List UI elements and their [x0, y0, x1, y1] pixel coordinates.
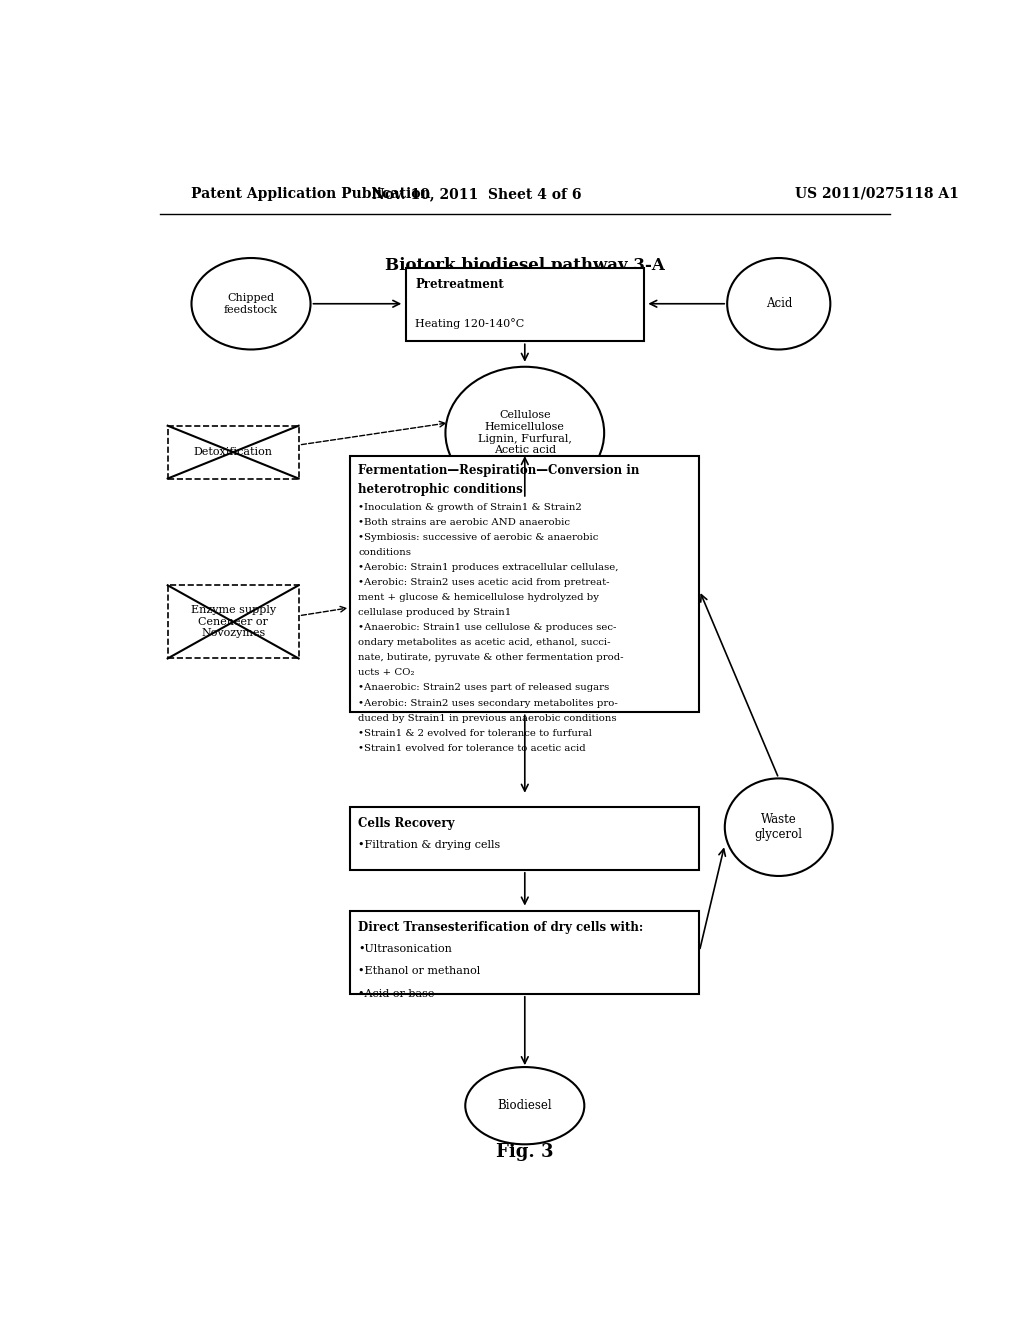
Text: Fig. 3: Fig. 3 — [496, 1143, 554, 1162]
Text: •Aerobic: Strain1 produces extracellular cellulase,: •Aerobic: Strain1 produces extracellular… — [358, 564, 618, 572]
Text: duced by Strain1 in previous anaerobic conditions: duced by Strain1 in previous anaerobic c… — [358, 714, 616, 722]
Text: nate, butirate, pyruvate & other fermentation prod-: nate, butirate, pyruvate & other ferment… — [358, 653, 624, 663]
Ellipse shape — [191, 257, 310, 350]
Text: •Ethanol or methanol: •Ethanol or methanol — [358, 966, 480, 977]
Text: •Both strains are aerobic AND anaerobic: •Both strains are aerobic AND anaerobic — [358, 517, 570, 527]
Text: •Anaerobic: Strain2 uses part of released sugars: •Anaerobic: Strain2 uses part of release… — [358, 684, 609, 693]
Ellipse shape — [465, 1067, 585, 1144]
Ellipse shape — [725, 779, 833, 876]
FancyBboxPatch shape — [406, 268, 644, 342]
Text: Fermentation—Respiration—Conversion in: Fermentation—Respiration—Conversion in — [358, 465, 640, 478]
Text: heterotrophic conditions: heterotrophic conditions — [358, 483, 523, 495]
Text: Acid: Acid — [766, 297, 792, 310]
Text: Pretreatment: Pretreatment — [416, 279, 504, 292]
FancyBboxPatch shape — [350, 911, 699, 994]
Text: •Aerobic: Strain2 uses secondary metabolites pro-: •Aerobic: Strain2 uses secondary metabol… — [358, 698, 617, 708]
Text: Chipped
feedstock: Chipped feedstock — [224, 293, 278, 314]
Text: •Strain1 & 2 evolved for tolerance to furfural: •Strain1 & 2 evolved for tolerance to fu… — [358, 729, 592, 738]
Text: ment + glucose & hemicellulose hydrolyzed by: ment + glucose & hemicellulose hydrolyze… — [358, 593, 599, 602]
Ellipse shape — [445, 367, 604, 499]
Text: •Filtration & drying cells: •Filtration & drying cells — [358, 841, 501, 850]
Text: •Acid or base: •Acid or base — [358, 989, 434, 999]
Text: Cells Recovery: Cells Recovery — [358, 817, 455, 830]
Text: Biotork biodiesel pathway 3-A: Biotork biodiesel pathway 3-A — [385, 256, 665, 273]
FancyBboxPatch shape — [350, 807, 699, 870]
FancyBboxPatch shape — [168, 426, 299, 479]
Text: •Aerobic: Strain2 uses acetic acid from pretreat-: •Aerobic: Strain2 uses acetic acid from … — [358, 578, 609, 587]
Text: Direct Transesterification of dry cells with:: Direct Transesterification of dry cells … — [358, 921, 643, 933]
Text: •Anaerobic: Strain1 use cellulose & produces sec-: •Anaerobic: Strain1 use cellulose & prod… — [358, 623, 616, 632]
Text: ondary metabolites as acetic acid, ethanol, succi-: ondary metabolites as acetic acid, ethan… — [358, 639, 610, 647]
Text: US 2011/0275118 A1: US 2011/0275118 A1 — [795, 187, 958, 201]
Text: Cellulose
Hemicellulose
Lignin, Furfural,
Acetic acid: Cellulose Hemicellulose Lignin, Furfural… — [478, 411, 571, 455]
Text: Nov. 10, 2011  Sheet 4 of 6: Nov. 10, 2011 Sheet 4 of 6 — [373, 187, 582, 201]
Text: cellulase produced by Strain1: cellulase produced by Strain1 — [358, 609, 511, 618]
FancyBboxPatch shape — [350, 457, 699, 713]
Text: Enzyme supply
Ceneneer or
Novozymes: Enzyme supply Ceneneer or Novozymes — [190, 606, 275, 639]
Text: Detoxification: Detoxification — [194, 447, 272, 457]
Text: •Symbiosis: successive of aerobic & anaerobic: •Symbiosis: successive of aerobic & anae… — [358, 533, 598, 543]
FancyBboxPatch shape — [168, 585, 299, 659]
Ellipse shape — [727, 257, 830, 350]
Text: Heating 120-140°C: Heating 120-140°C — [416, 318, 524, 329]
Text: •Ultrasonication: •Ultrasonication — [358, 944, 452, 954]
Text: conditions: conditions — [358, 548, 412, 557]
Text: •Strain1 evolved for tolerance to acetic acid: •Strain1 evolved for tolerance to acetic… — [358, 743, 586, 752]
Text: Patent Application Publication: Patent Application Publication — [191, 187, 431, 201]
Text: Waste
glycerol: Waste glycerol — [755, 813, 803, 841]
Text: ucts + CO₂: ucts + CO₂ — [358, 668, 415, 677]
Text: Biodiesel: Biodiesel — [498, 1100, 552, 1113]
Text: •Inoculation & growth of Strain1 & Strain2: •Inoculation & growth of Strain1 & Strai… — [358, 503, 582, 512]
